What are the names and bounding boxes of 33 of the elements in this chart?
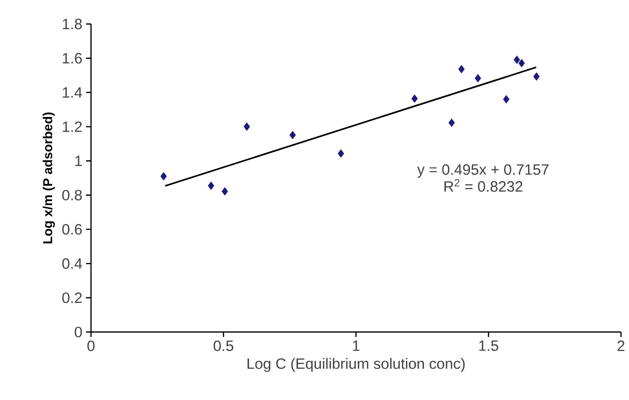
point (518, 58, 525, 68)
x-axis-title: Log C (Equilibrium solution conc) (248, 358, 465, 372)
point (474, 74, 482, 82)
point (244, 122, 250, 131)
annotation: R$^{2}$ = 0.8232 (444, 179, 522, 192)
x-tick-label: 2 (618, 340, 624, 351)
y-tick-label: 0.6 (62, 224, 82, 235)
annotation: y = 0.495x + 0.7157 (417, 164, 548, 178)
y-tick-label: 0 (74, 326, 82, 338)
point (533, 72, 540, 81)
point (208, 182, 214, 190)
y-tick-label: 1.6 (62, 52, 82, 64)
y-tick-label: 0.2 (62, 292, 82, 304)
point (289, 130, 296, 140)
point (458, 64, 465, 74)
point (503, 95, 510, 104)
x-tick-label: 0 (87, 340, 95, 352)
y-tick-label: 1.2 (62, 121, 82, 132)
x-tick-label: 1 (352, 340, 360, 351)
y-tick-label: 1 (75, 156, 82, 166)
point (411, 94, 418, 103)
point (338, 149, 344, 158)
y-tick-label: 0.8 (62, 190, 82, 200)
point (514, 56, 520, 64)
point (160, 172, 167, 180)
x-tick-label: 0.5 (214, 340, 234, 352)
y-axis-title: Log x/m (P adsorbed) (42, 112, 55, 244)
y-tick-label: 1.8 (62, 18, 82, 30)
y-tick-label: 0.4 (62, 258, 82, 269)
y-tick-label: 1.4 (62, 87, 82, 98)
point (222, 187, 228, 196)
x-tick-label: 1.5 (479, 340, 498, 351)
point (448, 118, 455, 127)
